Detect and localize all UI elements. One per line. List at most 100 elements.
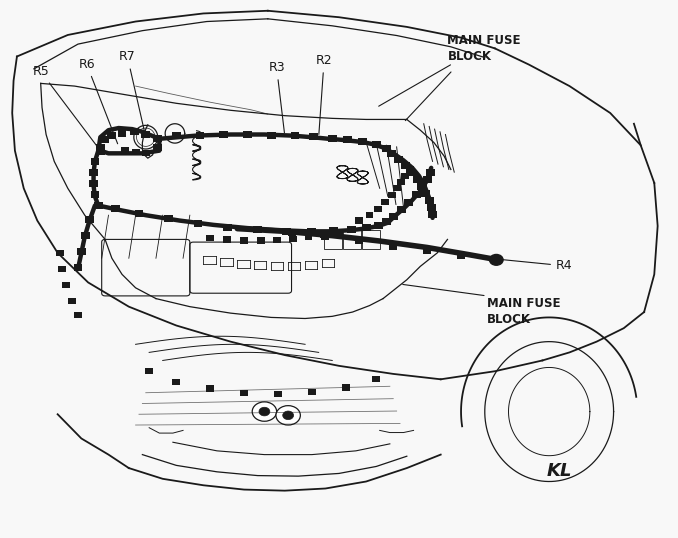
Bar [372, 376, 380, 383]
Bar [393, 185, 401, 192]
Bar [91, 158, 100, 165]
Bar [389, 213, 397, 220]
Bar [172, 132, 180, 139]
Text: MAIN FUSE
BLOCK: MAIN FUSE BLOCK [487, 297, 560, 326]
Bar [287, 230, 296, 236]
Bar [254, 226, 262, 233]
Bar [134, 210, 144, 217]
Bar [407, 168, 416, 175]
Bar [282, 228, 291, 235]
Bar [427, 203, 436, 210]
Bar [141, 131, 151, 138]
Bar [220, 131, 228, 138]
Text: R7: R7 [119, 51, 145, 134]
Bar [347, 226, 356, 233]
Bar [328, 135, 336, 142]
Bar [121, 147, 129, 154]
Text: R5: R5 [33, 65, 99, 148]
Bar [395, 156, 403, 162]
Bar [223, 236, 231, 243]
Bar [343, 136, 352, 143]
Bar [132, 148, 140, 155]
Bar [81, 231, 89, 239]
Bar [100, 136, 110, 143]
Bar [389, 243, 397, 250]
Bar [206, 385, 214, 392]
Bar [362, 224, 371, 231]
Circle shape [490, 254, 503, 265]
Bar [89, 180, 98, 187]
Bar [388, 192, 396, 198]
Bar [224, 224, 232, 231]
Bar [142, 150, 150, 157]
Bar [382, 218, 391, 225]
Bar [426, 168, 435, 175]
Bar [240, 237, 248, 244]
Bar [74, 312, 82, 318]
Bar [62, 282, 71, 288]
Bar [422, 189, 431, 196]
Bar [457, 253, 465, 259]
Bar [397, 206, 405, 214]
Bar [118, 130, 126, 137]
Bar [374, 206, 382, 212]
Bar [153, 144, 162, 152]
Bar [335, 229, 343, 236]
Bar [243, 131, 252, 138]
Bar [107, 132, 117, 139]
Bar [91, 191, 100, 199]
Bar [85, 216, 94, 223]
Bar [321, 233, 330, 240]
Bar [290, 132, 300, 139]
Bar [254, 226, 262, 233]
Bar [374, 222, 383, 229]
Bar [56, 250, 64, 256]
Bar [412, 175, 422, 182]
Bar [96, 144, 104, 152]
Bar [381, 199, 389, 205]
Bar [418, 183, 427, 190]
Bar [240, 390, 248, 396]
Bar [330, 227, 338, 235]
Bar [89, 168, 98, 175]
Circle shape [283, 411, 294, 420]
Text: MAIN FUSE
BLOCK: MAIN FUSE BLOCK [447, 34, 521, 63]
Bar [195, 131, 204, 138]
Bar [289, 236, 297, 242]
Text: R2: R2 [316, 54, 332, 134]
Bar [388, 150, 396, 157]
Bar [73, 264, 83, 271]
Circle shape [252, 402, 277, 421]
Bar [365, 212, 374, 218]
Bar [145, 368, 153, 374]
Bar [423, 175, 432, 182]
Text: R3: R3 [268, 61, 285, 133]
Bar [164, 215, 172, 223]
Bar [309, 133, 317, 140]
Bar [372, 140, 381, 147]
Bar [342, 384, 350, 391]
Bar [355, 217, 363, 224]
Bar [320, 232, 328, 238]
Bar [382, 145, 391, 152]
Bar [401, 162, 410, 169]
Text: R6: R6 [79, 58, 118, 144]
Circle shape [259, 407, 270, 416]
Bar [94, 202, 103, 209]
Bar [273, 237, 281, 243]
Bar [111, 205, 120, 212]
Bar [308, 228, 316, 235]
Bar [172, 379, 180, 385]
Bar [58, 266, 66, 272]
Bar [68, 298, 76, 305]
Bar [401, 173, 410, 179]
Text: KL: KL [546, 462, 572, 480]
Bar [206, 235, 214, 241]
Bar [424, 196, 434, 203]
Bar [96, 148, 104, 155]
Bar [308, 388, 316, 395]
Bar [355, 238, 363, 244]
Bar [257, 237, 265, 244]
Bar [423, 248, 431, 254]
Bar [418, 182, 426, 190]
